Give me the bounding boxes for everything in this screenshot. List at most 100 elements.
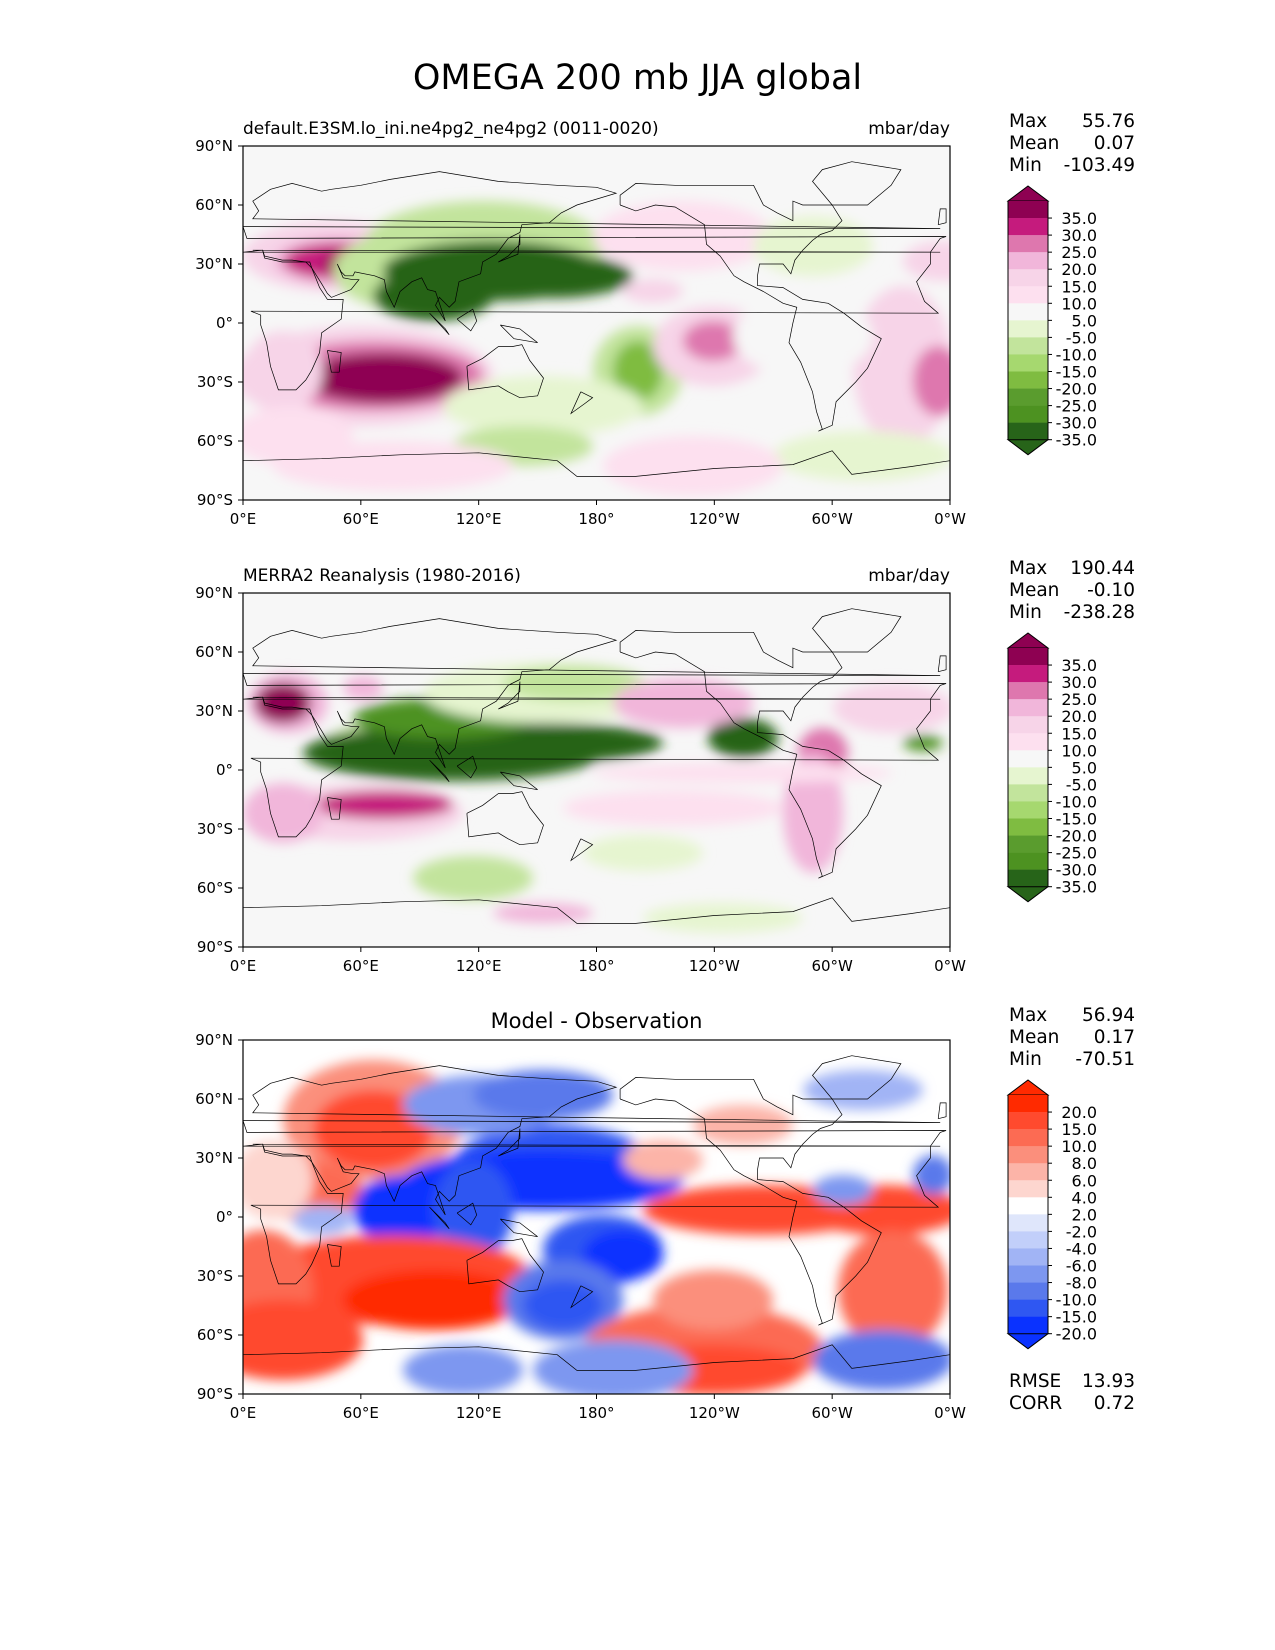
colorbar-extend-top	[1006, 632, 1050, 649]
coastline	[812, 608, 902, 653]
colorbar-tick-label: -30.0	[1056, 861, 1097, 880]
colorbar-segment	[1008, 269, 1048, 287]
contour-region	[563, 790, 783, 826]
stat-row: Min -238.28	[1009, 602, 1135, 624]
colorbar-segment	[1008, 699, 1048, 717]
contour-region	[903, 735, 943, 751]
contour-region	[903, 241, 950, 281]
stat-label: Min	[1009, 155, 1042, 176]
colorbar: 35.030.025.020.015.010.05.0-5.0-10.0-15.…	[1006, 185, 1097, 456]
colorbar-segment	[1008, 337, 1048, 355]
colorbar-segment	[1008, 286, 1048, 304]
y-tick-label: 30°N	[195, 702, 233, 720]
colorbar-tick-label: 35.0	[1061, 656, 1097, 675]
colorbar: 20.015.010.08.06.04.02.0-2.0-4.0-6.0-8.0…	[1006, 1079, 1097, 1350]
x-tick-label: 0°W	[934, 957, 966, 975]
y-tick-label: 0°	[216, 761, 233, 779]
coastline	[500, 1218, 538, 1238]
colorbar-tick-label: -25.0	[1056, 844, 1097, 863]
map-panel-model: 0°E 60°E 120°E 180° 120°W 60°W 0°W 90°N 60°N 30°N…	[195, 119, 966, 528]
coastline	[243, 1344, 950, 1371]
colorbar-tick-label: -15.0	[1056, 363, 1097, 382]
colorbar-segment	[1008, 1197, 1048, 1215]
coastline	[812, 1055, 902, 1100]
coastline	[500, 324, 538, 344]
stat-label: CORR	[1009, 1393, 1063, 1414]
coastline	[250, 696, 941, 838]
colorbar-tick-label: 2.0	[1072, 1205, 1097, 1224]
stat-value: 0.72	[1093, 1393, 1135, 1414]
colorbar-tick-label: -2.0	[1066, 1222, 1097, 1241]
colorbar-tick-label: 15.0	[1061, 724, 1097, 743]
colorbar-tick-label: 25.0	[1061, 243, 1097, 262]
colorbar-tick-label: -35.0	[1056, 431, 1097, 450]
coastline	[466, 1238, 544, 1293]
panel-stats: Max 55.76 Mean 0.07 Min -103.49	[1009, 111, 1135, 177]
colorbar: 35.030.025.020.015.010.05.0-5.0-10.0-15.…	[1006, 632, 1097, 903]
colorbar-segment	[1008, 303, 1048, 321]
colorbar-tick-label: 8.0	[1072, 1154, 1097, 1173]
panel-center-title: Model - Observation	[491, 1009, 703, 1033]
y-tick-label: 60°S	[197, 432, 233, 450]
colorbar-tick-label: -5.0	[1066, 328, 1097, 347]
y-tick-label: 90°N	[195, 1031, 233, 1049]
contour-region	[773, 431, 950, 481]
colorbar-tick-label: 35.0	[1061, 209, 1097, 228]
stat-label: Mean	[1009, 580, 1060, 601]
colorbar-segment	[1008, 1129, 1048, 1147]
y-tick-label: 90°S	[197, 938, 233, 956]
coastline	[619, 183, 882, 432]
y-tick-label: 60°N	[195, 1090, 233, 1108]
y-tick-label: 90°N	[195, 137, 233, 155]
x-tick-label: 0°W	[934, 1404, 966, 1422]
contour-region	[243, 1300, 363, 1380]
colorbar-segment	[1008, 252, 1048, 270]
contour-region	[583, 1230, 663, 1280]
stat-value: -70.51	[1075, 1049, 1135, 1070]
stat-value: 56.94	[1082, 1005, 1135, 1026]
colorbar-segment	[1008, 422, 1048, 440]
colorbar-extend-top	[1006, 185, 1050, 202]
coastline	[570, 1285, 594, 1309]
contour-region	[623, 279, 683, 303]
contour-region	[913, 346, 950, 416]
colorbar-tick-label: 5.0	[1072, 758, 1097, 777]
colorbar-extend-bottom	[1006, 1333, 1050, 1350]
contour-region	[613, 341, 663, 401]
coastline	[243, 171, 947, 322]
y-tick-label: 90°S	[197, 1385, 233, 1403]
colorbar-segment	[1008, 235, 1048, 253]
contour-region	[313, 1090, 433, 1170]
contour-region	[838, 1230, 948, 1350]
coastline	[429, 1206, 450, 1230]
contour-region	[473, 254, 633, 298]
colorbar-segment	[1008, 835, 1048, 853]
contour-region	[643, 903, 803, 933]
colorbar-segment	[1008, 1214, 1048, 1232]
coastline	[456, 1202, 478, 1226]
colorbar-tick-label: 30.0	[1061, 226, 1097, 245]
contour-region	[753, 216, 873, 276]
coastline	[570, 391, 594, 415]
colorbar-tick-label: -20.0	[1056, 1325, 1097, 1344]
contour-region	[433, 1160, 513, 1260]
panel-error-stats: RMSE 13.93 CORR 0.72	[1009, 1371, 1135, 1415]
colorbar-tick-label: 10.0	[1061, 1137, 1097, 1156]
colorbar-tick-label: -15.0	[1056, 1308, 1097, 1327]
stat-row: Max 190.44	[1009, 558, 1135, 580]
colorbar-segment	[1008, 801, 1048, 819]
colorbar-segment	[1008, 818, 1048, 836]
stat-row: Max 56.94	[1009, 1005, 1135, 1027]
contour-region	[683, 321, 743, 361]
panel-left-title: default.E3SM.lo_ini.ne4pg2_ne4pg2 (0011-…	[243, 119, 659, 139]
contour-region	[403, 1345, 523, 1394]
contour-region	[533, 1340, 693, 1394]
contour-region	[273, 441, 513, 491]
y-tick-label: 90°N	[195, 584, 233, 602]
colorbar-segment	[1008, 201, 1048, 219]
contour-region	[593, 201, 773, 271]
colorbar-segment	[1008, 733, 1048, 751]
colorbar-segment	[1008, 852, 1048, 870]
map-panel-obs: 0°E 60°E 120°E 180° 120°W 60°W 0°W 90°N 60°N 30°N…	[195, 566, 966, 975]
coastline	[243, 618, 947, 769]
